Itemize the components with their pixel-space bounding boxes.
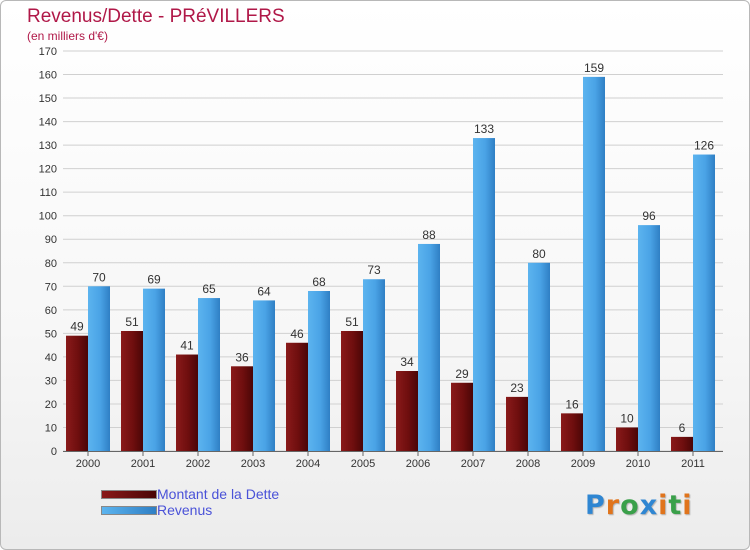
data-labels: 49 70 51 69 41 65 36 64 46 68 51 73 34 88 29 133 23 80 16 1… [70,61,714,435]
y-tick-label: 130 [39,140,57,152]
data-label-debt: 51 [125,315,139,329]
x-tick-label: 2004 [296,458,320,470]
bar-revenus [473,138,495,451]
x-tick-label: 2000 [76,458,100,470]
y-tick-label: 140 [39,117,57,129]
data-label-debt: 23 [510,381,524,395]
y-tick-label: 60 [45,305,57,317]
y-tick-label: 170 [39,46,57,58]
bar-revenus [253,300,275,451]
bar-debt [506,396,528,451]
y-tick-label: 90 [45,234,57,246]
bar-debt [561,413,583,451]
grid-lines [63,50,723,452]
x-tick-label: 2001 [131,458,155,470]
bar-revenus [418,243,440,451]
bar-debt [671,436,693,451]
y-tick-label: 20 [45,399,57,411]
x-tick-label: 2006 [406,458,430,470]
y-tick-label: 0 [51,446,57,458]
data-label-revenus: 133 [474,122,494,136]
y-tick-label: 160 [39,70,57,82]
y-tick-label: 100 [39,211,57,223]
data-label-revenus: 69 [147,273,161,287]
proxiti-logo: Proxiti [585,490,693,521]
y-tick-label: 80 [45,258,57,270]
y-tick-label: 120 [39,164,57,176]
bar-revenus [583,76,605,451]
x-tick-label: 2003 [241,458,265,470]
x-tick-label: 2010 [626,458,650,470]
data-label-debt: 29 [455,367,469,381]
bar-revenus [363,279,385,451]
legend-label-revenus: Revenus [157,502,213,518]
data-label-debt: 49 [70,320,84,334]
bar-revenus [528,262,550,451]
x-tick-label: 2008 [516,458,540,470]
bar-revenus [143,288,165,451]
bar-debt [451,382,473,451]
bar-debt [396,371,418,451]
legend-swatch-revenus [101,506,157,515]
data-label-revenus: 88 [422,228,436,242]
bar-debt [121,331,143,451]
data-label-revenus: 65 [202,282,216,296]
bar-revenus [693,154,715,451]
x-tick-label: 2011 [681,458,705,470]
logo-letter: o [620,490,640,521]
y-tick-label: 30 [45,375,57,387]
bars [66,76,715,451]
chart-subtitle: (en milliers d'€) [27,29,108,43]
legend-label-debt: Montant de la Dette [157,486,280,502]
logo-letter: x [639,490,659,521]
bar-revenus [638,225,660,451]
data-label-revenus: 64 [257,284,271,298]
data-label-revenus: 73 [367,263,381,277]
logo-letter: i [682,490,693,521]
x-tick-label: 2005 [351,458,375,470]
y-tick-label: 70 [45,281,57,293]
bar-debt [341,331,363,451]
chart-title: Revenus/Dette - PRéVILLERS [27,6,285,27]
x-tick-label: 2007 [461,458,485,470]
x-tick-label: 2002 [186,458,210,470]
bar-debt [616,427,638,451]
y-tick-label: 40 [45,352,57,364]
data-label-debt: 6 [679,421,686,435]
y-tick-label: 10 [45,422,57,434]
data-label-revenus: 159 [584,61,604,75]
data-label-revenus: 80 [532,247,546,261]
x-axis-ticks: 2000 2001 2002 2003 2004 2005 2006 2007 2008 2009… [76,451,705,470]
x-tick-label: 2009 [571,458,595,470]
data-label-debt: 34 [400,355,414,369]
bar-revenus [308,291,330,451]
data-label-debt: 16 [565,397,579,411]
data-label-debt: 10 [620,411,634,425]
data-label-revenus: 68 [312,275,326,289]
data-label-revenus: 96 [642,209,656,223]
logo-letter: r [605,490,621,521]
logo-letter: i [658,490,669,521]
bar-debt [176,354,198,451]
y-tick-label: 50 [45,328,57,340]
y-axis-ticks: 0 10 20 30 40 50 60 70 80 90 100 110 120 130 140 150 160… [39,46,57,458]
y-tick-label: 150 [39,93,57,105]
bar-revenus [88,286,110,451]
logo-letter: P [585,490,606,521]
data-label-debt: 51 [345,315,359,329]
bar-debt [66,335,88,451]
data-label-revenus: 126 [694,139,714,153]
data-label-debt: 36 [235,350,249,364]
bar-debt [286,342,308,451]
bar-debt [231,366,253,451]
data-label-debt: 46 [290,327,304,341]
bar-revenus [198,298,220,451]
data-label-debt: 41 [180,339,194,353]
y-tick-label: 110 [39,187,57,199]
legend-swatch-debt [101,490,157,499]
logo-letter: t [668,490,683,521]
data-label-revenus: 70 [92,270,106,284]
